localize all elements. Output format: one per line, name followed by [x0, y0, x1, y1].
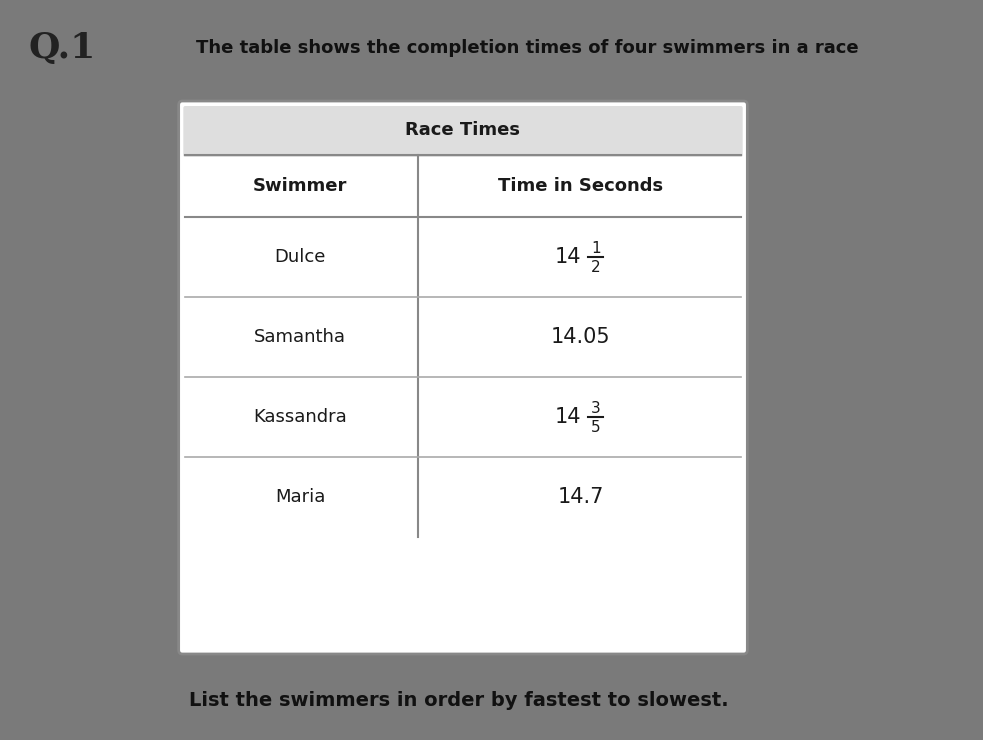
- Text: Maria: Maria: [275, 488, 325, 506]
- Text: 14: 14: [554, 407, 581, 427]
- Text: Time in Seconds: Time in Seconds: [498, 177, 664, 195]
- Text: 2: 2: [591, 260, 601, 275]
- FancyBboxPatch shape: [179, 101, 747, 654]
- Text: 1: 1: [591, 240, 601, 255]
- Text: Kassandra: Kassandra: [254, 408, 347, 426]
- Text: 14: 14: [554, 247, 581, 267]
- Text: 3: 3: [591, 400, 601, 415]
- Text: 14.7: 14.7: [557, 487, 604, 507]
- FancyBboxPatch shape: [183, 106, 743, 157]
- Text: Samantha: Samantha: [255, 328, 346, 346]
- Text: List the swimmers in order by fastest to slowest.: List the swimmers in order by fastest to…: [189, 690, 728, 710]
- Text: Race Times: Race Times: [406, 121, 521, 139]
- Text: 14.05: 14.05: [551, 327, 610, 347]
- Text: The table shows the completion times of four swimmers in a race: The table shows the completion times of …: [197, 39, 859, 57]
- Text: Q.1: Q.1: [29, 31, 95, 65]
- Text: Dulce: Dulce: [274, 248, 326, 266]
- Text: 5: 5: [591, 420, 601, 434]
- Text: Swimmer: Swimmer: [253, 177, 347, 195]
